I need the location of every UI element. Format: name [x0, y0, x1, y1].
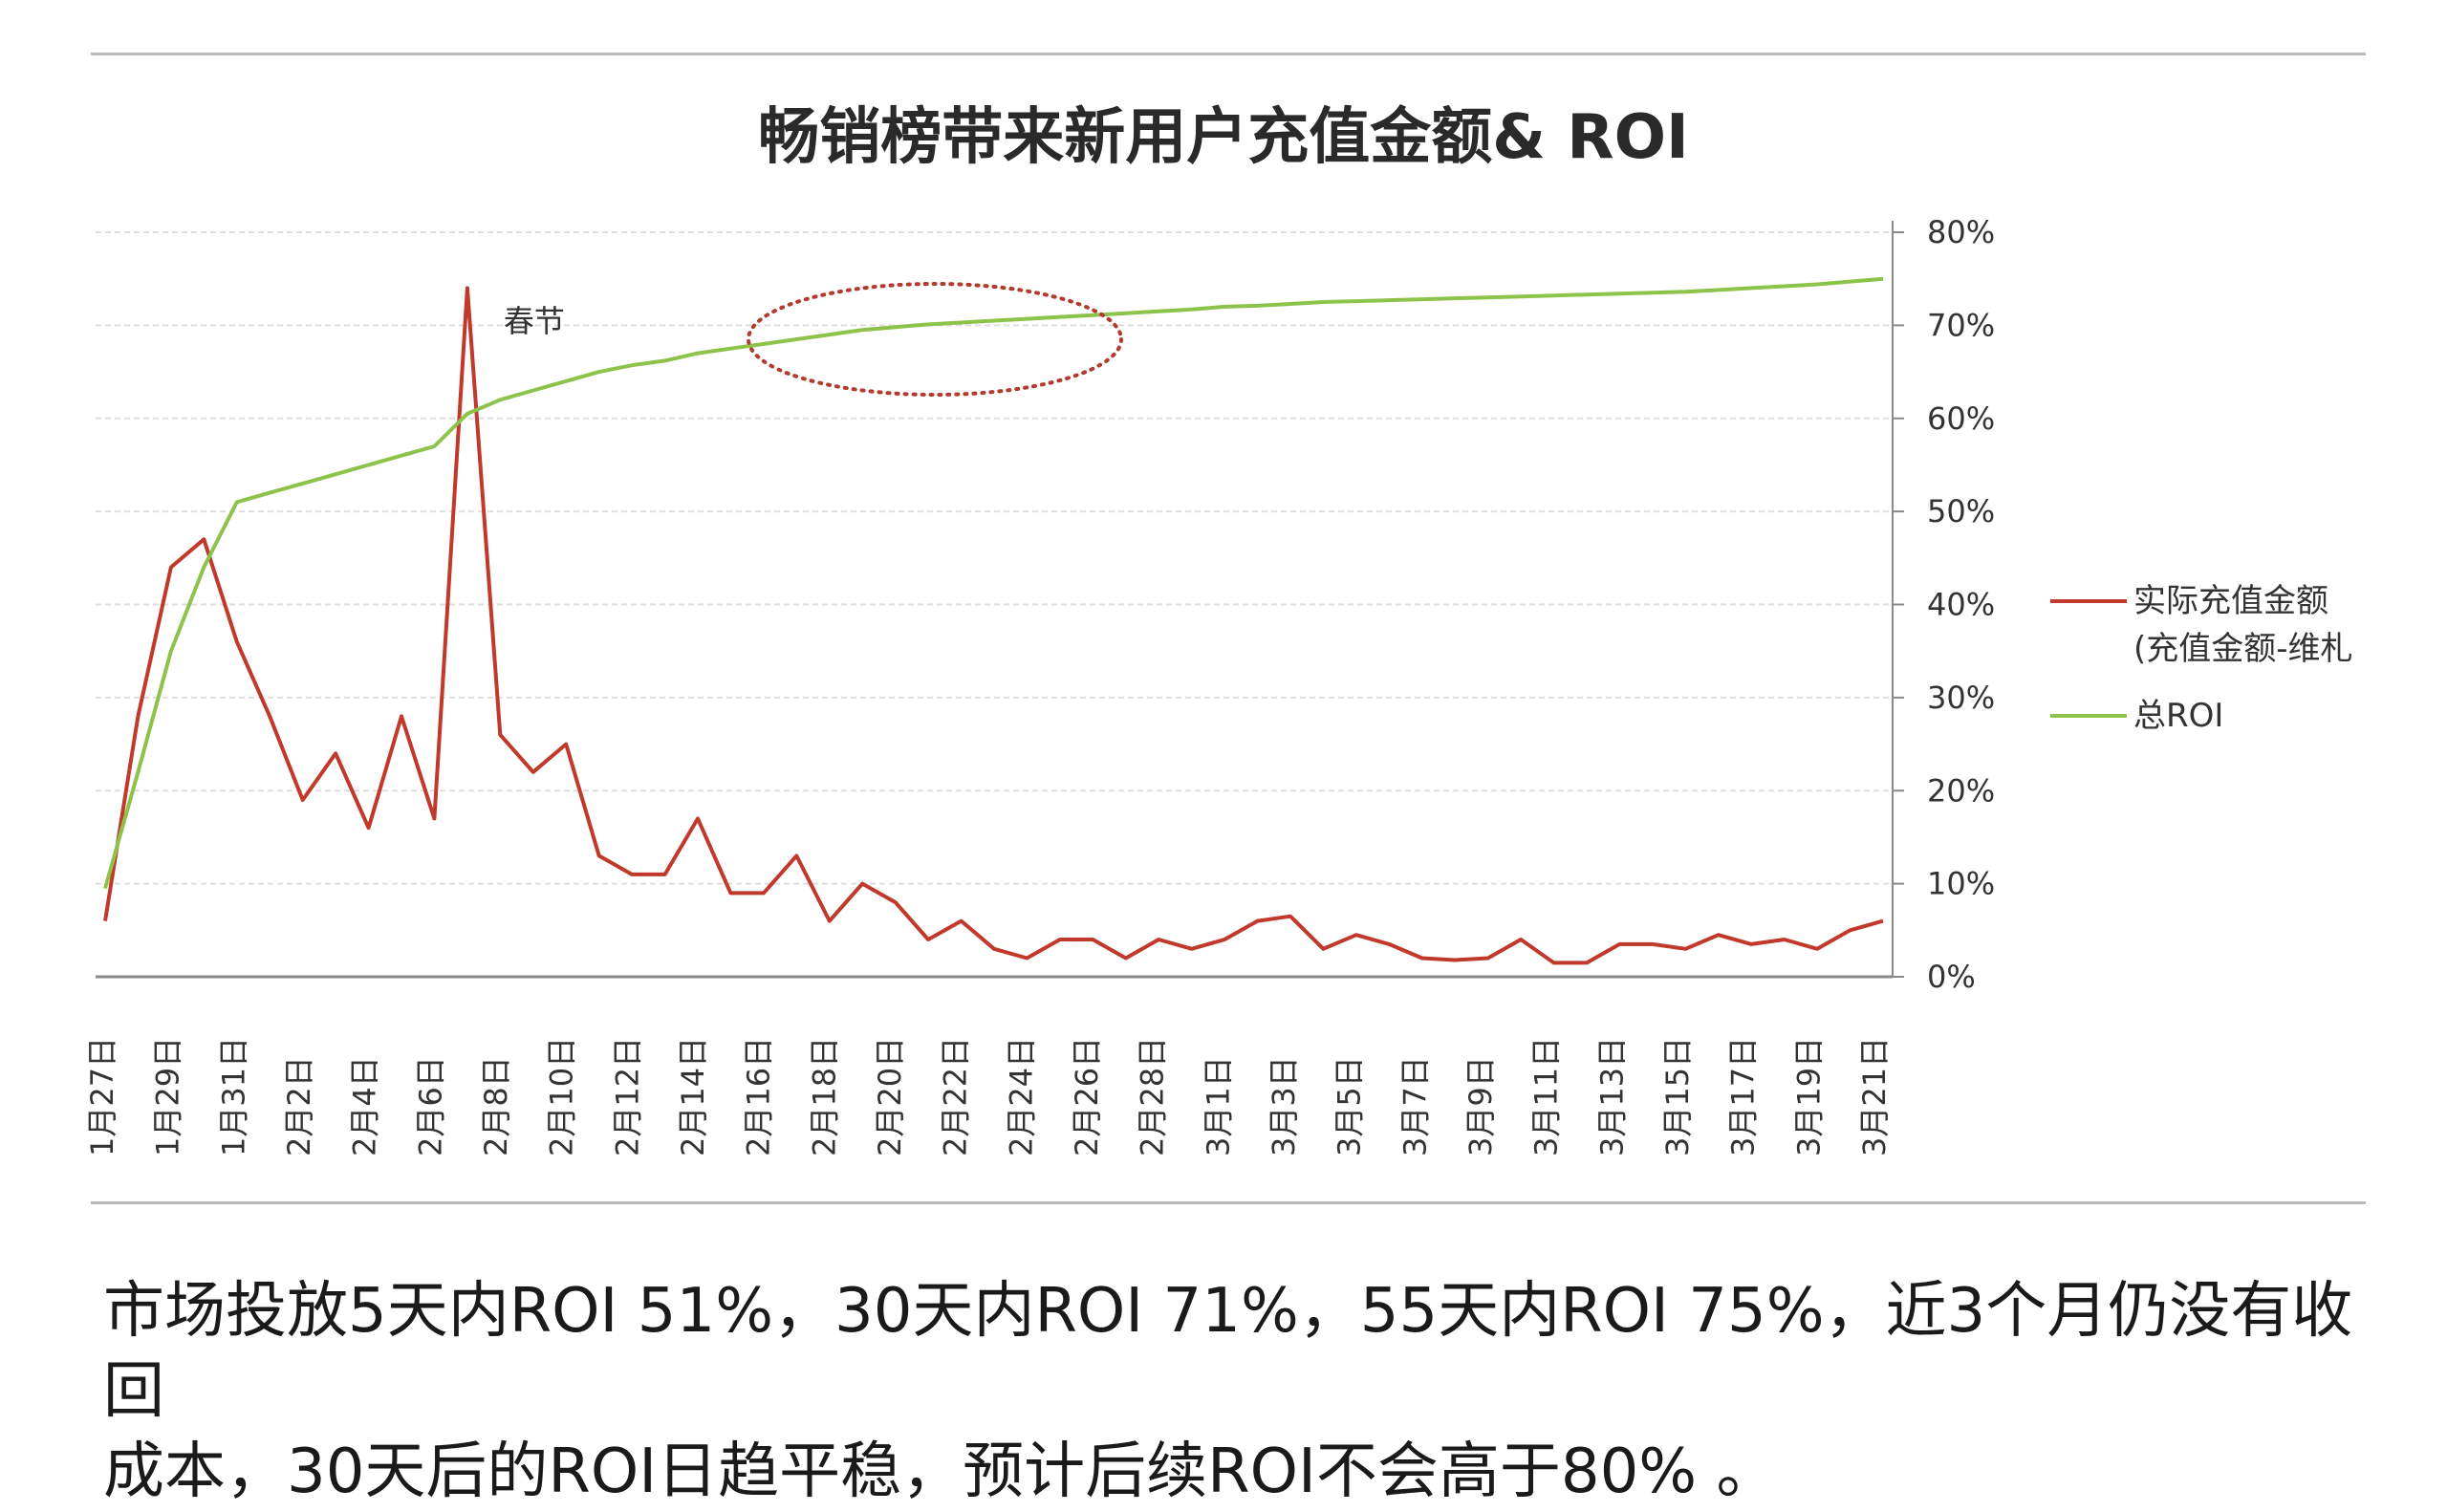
x-tick-label: 2月2日 [281, 1056, 317, 1156]
y-tick-label: 70% [1927, 307, 1995, 343]
annotation-spring-festival: 春节 [504, 303, 565, 339]
x-tick-label: 2月8日 [478, 1056, 514, 1156]
summary-line-1: 市场投放5天内ROI 51%，30天内ROI 71%，55天内ROI 75%，近… [103, 1276, 2353, 1427]
x-tick-label: 2月18日 [806, 1037, 842, 1156]
series-line-roi [103, 276, 1884, 890]
x-tick-label: 2月28日 [1135, 1037, 1171, 1156]
x-tick-label: 3月19日 [1790, 1037, 1827, 1156]
legend-recharge-label: 实际充值金额 [2133, 582, 2328, 620]
x-tick-label: 3月11日 [1528, 1037, 1565, 1156]
x-tick-label: 2月26日 [1069, 1037, 1105, 1156]
chart-title: 畅销榜带来新用户充值金额& ROI [758, 102, 1689, 173]
x-tick-label: 2月10日 [544, 1037, 580, 1156]
x-tick-label: 1月29日 [150, 1037, 186, 1156]
series-line-recharge [103, 286, 1884, 965]
x-tick-label: 2月20日 [872, 1037, 908, 1156]
y-tick-label: 20% [1927, 772, 1995, 809]
x-tick-label: 2月22日 [938, 1037, 974, 1156]
x-tick-label: 3月15日 [1659, 1037, 1696, 1156]
y-tick-label: 80% [1927, 214, 1995, 250]
y-tick-label: 0% [1927, 959, 1976, 995]
x-tick-label: 1月31日 [215, 1037, 251, 1156]
chart: 0% 10% 20% 30% 40% 50% 60% 70% 80% 1月27日 1月29日 1月31… [84, 214, 2353, 1156]
y-tick-label: 10% [1927, 866, 1995, 902]
x-tick-label: 2月14日 [675, 1037, 711, 1156]
x-tick-label: 2月16日 [741, 1037, 777, 1156]
x-tick-label: 3月17日 [1725, 1037, 1762, 1156]
x-tick-label: 3月3日 [1266, 1056, 1302, 1156]
x-tick-label: 2月4日 [347, 1056, 383, 1156]
x-tick-label: 3月9日 [1462, 1056, 1499, 1156]
y-tick-label: 40% [1927, 587, 1995, 623]
x-tick-label: 3月1日 [1200, 1056, 1236, 1156]
bottom-divider [91, 1201, 2366, 1204]
x-tick-label: 3月7日 [1397, 1056, 1433, 1156]
top-divider [91, 53, 2366, 55]
x-tick-label: 3月5日 [1332, 1056, 1368, 1156]
y-tick-label: 30% [1927, 680, 1995, 716]
y-tick-label: 60% [1927, 400, 1995, 437]
legend-recharge-line2-label: (充值金额-维札 [2133, 630, 2353, 668]
x-tick-label: 2月6日 [412, 1056, 448, 1156]
summary-line-2: 成本，30天后的ROI日趋平稳，预计后续ROI不会高于80% 。 [103, 1436, 1778, 1507]
legend-roi-label: 总ROI [2133, 697, 2223, 735]
x-tick-label: 2月24日 [1003, 1037, 1039, 1156]
x-tick-label: 3月13日 [1593, 1037, 1630, 1156]
x-tick-label: 1月27日 [84, 1037, 120, 1156]
x-tick-label: 3月21日 [1856, 1037, 1893, 1156]
summary-text: 市场投放5天内ROI 51%，30天内ROI 71%，55天内ROI 75%，近… [103, 1271, 2378, 1512]
x-tick-label: 2月12日 [609, 1037, 645, 1156]
y-tick-label: 50% [1927, 493, 1995, 529]
highlight-ellipse [747, 281, 1123, 397]
